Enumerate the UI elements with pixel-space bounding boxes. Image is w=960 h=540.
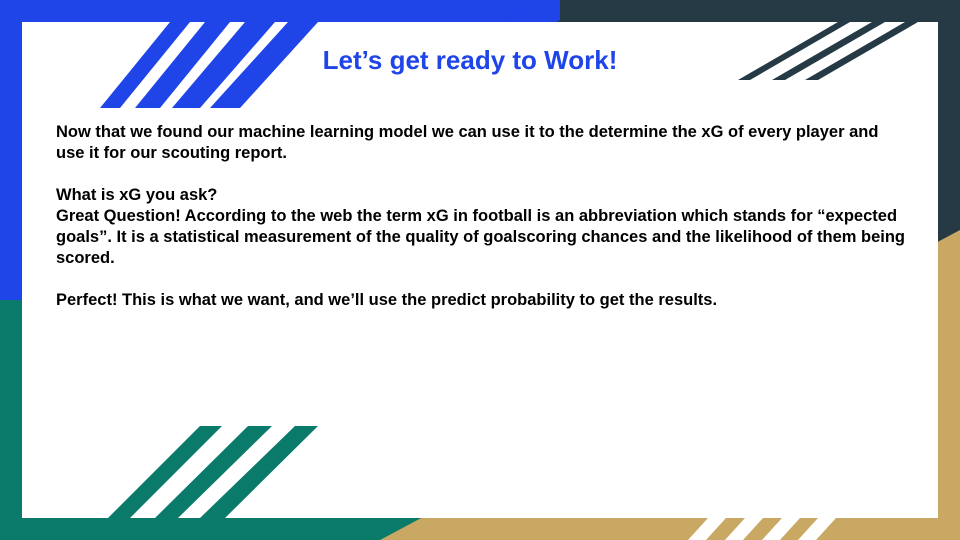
paragraph-conclusion: Perfect! This is what we want, and we’ll…: [56, 291, 718, 309]
paragraph-intro: Now that we found our machine learning m…: [56, 123, 879, 162]
slide-title: Let’s get ready to Work!: [322, 45, 618, 75]
paragraph-definition: Great Question! According to the web the…: [56, 207, 906, 267]
paragraph-question: What is xG you ask?: [56, 186, 218, 204]
slide-body: Now that we found our machine learning m…: [56, 122, 906, 332]
